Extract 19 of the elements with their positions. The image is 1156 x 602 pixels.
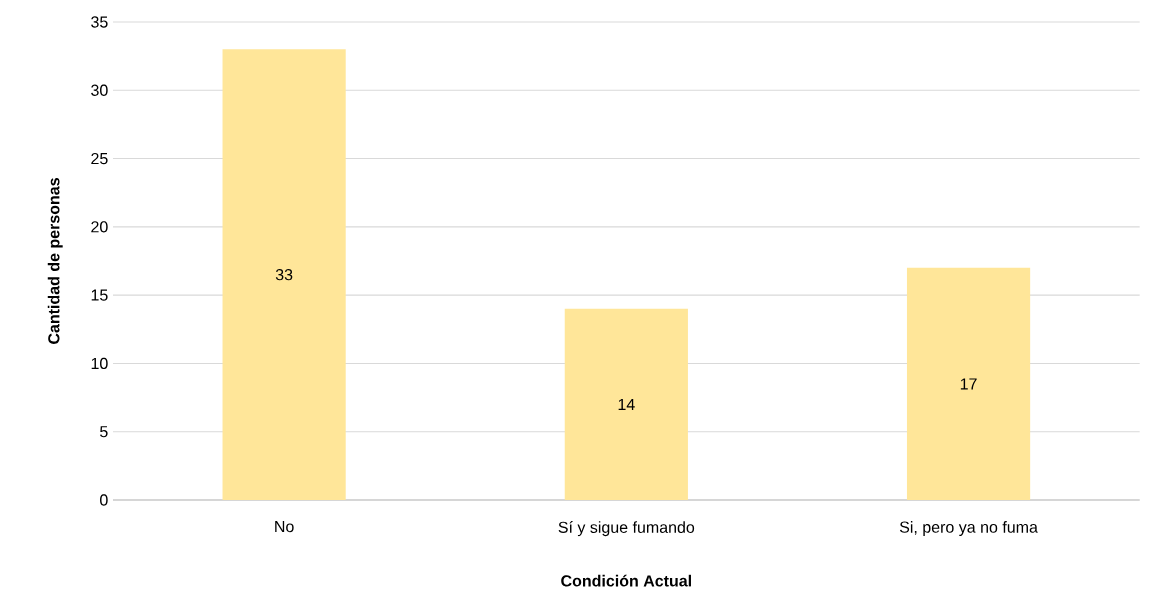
y-tick-label: 25 <box>91 152 108 165</box>
data-label: 14 <box>618 398 635 410</box>
y-tick-label: 20 <box>91 221 108 233</box>
x-tick-label: Si, pero ya no fuma <box>899 521 1038 536</box>
y-tick-label: 15 <box>91 289 108 301</box>
y-tick-label: 30 <box>91 84 108 96</box>
x-tick-label: No <box>275 521 294 533</box>
y-axis-title: Cantidad de personas <box>47 178 63 344</box>
x-axis-title: Condición Actual <box>561 574 691 587</box>
y-tick-label: 0 <box>100 494 108 506</box>
x-tick-label: Sí y sigue fumando <box>558 521 695 537</box>
y-tick-label: 35 <box>91 16 108 28</box>
y-tick-label: 5 <box>100 426 108 438</box>
bar <box>222 49 346 500</box>
data-label: 33 <box>275 268 293 281</box>
y-tick-label: 10 <box>91 357 108 370</box>
bar <box>564 308 688 500</box>
data-label: 17 <box>960 378 977 390</box>
bar <box>906 267 1031 500</box>
